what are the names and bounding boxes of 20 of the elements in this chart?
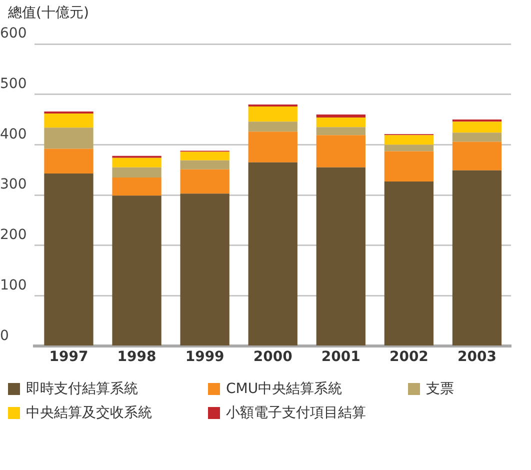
x-tick-label: 2002 <box>389 349 428 366</box>
legend-label: 支票 <box>426 380 454 398</box>
x-tick-label: 2003 <box>457 349 496 366</box>
y-axis-title: 總值(十億元) <box>8 4 89 22</box>
x-tick-label: 1998 <box>117 349 156 366</box>
y-tick-label: 300 <box>0 176 27 193</box>
x-tick-label: 2000 <box>253 349 293 366</box>
legend-label: 中央結算及交收系統 <box>26 404 152 422</box>
y-tick-label: 600 <box>0 26 27 42</box>
y-tick-label: 500 <box>0 76 27 92</box>
y-tick-label: 400 <box>0 126 27 142</box>
x-tick-label: 1997 <box>49 349 88 366</box>
y-tick-label: 200 <box>0 227 27 244</box>
y-tick-label: 100 <box>0 277 27 294</box>
y-tick-label: 0 <box>0 328 9 344</box>
legend-label: 小額電子支付項目結算 <box>226 404 366 422</box>
x-tick-label: 2001 <box>321 349 360 366</box>
legend-label: CMU中央結算系統 <box>226 380 342 398</box>
legend-label: 即時支付結算系統 <box>26 380 138 398</box>
x-tick-label: 1999 <box>185 349 224 366</box>
